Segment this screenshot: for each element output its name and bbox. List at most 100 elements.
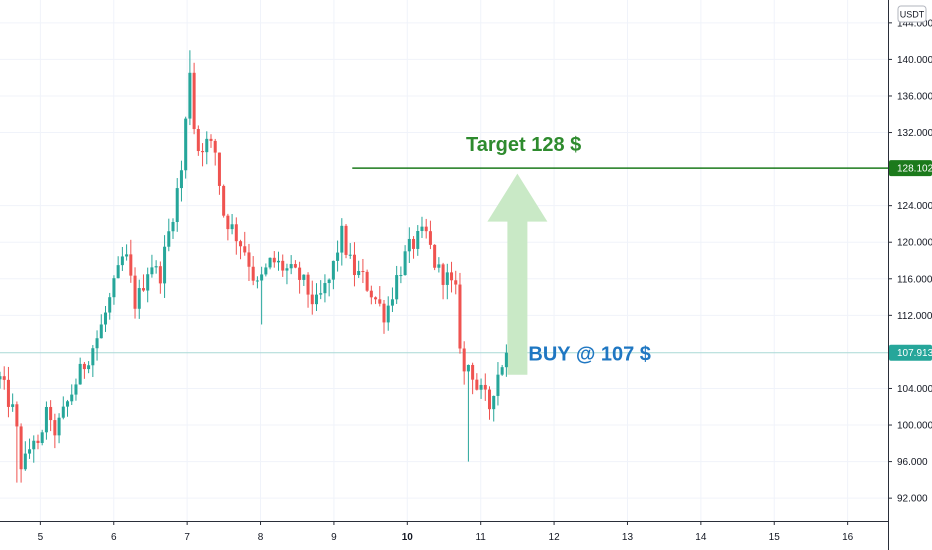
candle-body (268, 257, 272, 268)
candle-body (340, 225, 344, 253)
y-tick-label: 132.000 (897, 128, 932, 139)
candle-body (179, 170, 183, 189)
y-tick-label: 144.000 (897, 18, 932, 29)
y-tick-label: 140.000 (897, 55, 932, 66)
y-tick-label: 92.000 (897, 494, 928, 505)
candle-body (450, 272, 454, 281)
time-axis[interactable] (0, 521, 888, 550)
buy-annotation[interactable]: BUY @ 107 $ (528, 344, 651, 366)
y-tick-label: 112.000 (897, 311, 932, 322)
candle-body (154, 266, 158, 268)
x-tick-label: 14 (695, 532, 707, 543)
candle-body (137, 288, 141, 309)
candles (0, 50, 508, 483)
candle-body (272, 257, 276, 263)
candle-body (209, 138, 213, 141)
candle-body (125, 254, 129, 257)
candle-body (487, 389, 492, 410)
candle-body (217, 152, 221, 186)
x-tick-label: 16 (842, 532, 854, 543)
y-tick-label: 116.000 (897, 274, 932, 285)
currency-label: USDT (900, 10, 925, 20)
candle-body (95, 338, 99, 349)
y-tick-label: 124.000 (897, 201, 932, 212)
target-price-label-text: 128.102 (897, 164, 932, 175)
candle-body (108, 297, 112, 313)
target-annotation[interactable]: Target 128 $ (466, 134, 581, 156)
candle-body (141, 288, 145, 291)
candle-body (395, 275, 399, 300)
candle-body (479, 384, 483, 390)
buy-price-label-text: 107.913 (897, 348, 932, 359)
candle-body (298, 267, 302, 280)
candle-body (243, 246, 247, 253)
candle-body (281, 260, 285, 271)
candle-body (445, 272, 449, 285)
candle-body (57, 417, 61, 436)
candle-body (234, 224, 238, 242)
candle-body (420, 226, 424, 232)
candle-body (11, 404, 15, 407)
candle-body (116, 265, 120, 279)
candle-body (260, 274, 264, 281)
candle-body (361, 271, 365, 273)
candle-body (32, 440, 36, 450)
candle-body (188, 72, 192, 119)
candle-body (2, 376, 6, 380)
candle-body (327, 279, 331, 284)
currency-badge[interactable] (897, 5, 927, 23)
candle-body (36, 440, 40, 443)
x-tick-label: 12 (549, 532, 561, 543)
candle-body (196, 129, 200, 152)
candle-body (74, 384, 78, 395)
candle-body (175, 188, 179, 222)
arrow-layer (487, 173, 548, 375)
x-tick-label: 9 (331, 532, 337, 543)
candle-body (23, 453, 27, 470)
candle-body (310, 294, 314, 305)
x-tick-label: 7 (184, 532, 190, 543)
candle-body (66, 401, 70, 407)
candle-body (120, 256, 124, 266)
candle-body (289, 264, 293, 269)
candle-body (399, 275, 403, 277)
candle-body (374, 297, 378, 300)
target-arrow-icon[interactable] (487, 173, 548, 375)
candle-body (239, 241, 243, 247)
candle-body (458, 284, 462, 349)
candle-body (357, 271, 361, 276)
x-tick-label: 5 (38, 532, 44, 543)
candle-body (19, 426, 23, 470)
candle-body (496, 374, 500, 396)
y-tick-label: 120.000 (897, 238, 932, 249)
candle-body (251, 266, 255, 281)
x-tick-label: 8 (258, 532, 264, 543)
candle-body (433, 244, 437, 268)
candle-body (264, 267, 268, 275)
candle-body (382, 303, 386, 323)
candle-body (6, 379, 10, 407)
horizontal-lines (0, 167, 888, 354)
candle-body (28, 449, 32, 454)
candle-body (500, 367, 504, 375)
candle-body (462, 348, 466, 372)
price-axis[interactable] (888, 0, 932, 550)
candle-body (348, 254, 352, 256)
buy-price-label[interactable] (889, 344, 932, 361)
candle-body (352, 254, 356, 276)
candle-body (255, 280, 259, 282)
candle-body (428, 231, 432, 245)
candle-body (412, 238, 416, 249)
candle-body (112, 278, 116, 298)
candle-body (403, 251, 407, 276)
candle-body (49, 406, 53, 421)
y-tick-label: 96.000 (897, 457, 928, 468)
candle-body (424, 226, 428, 232)
candle-body (222, 185, 226, 216)
candle-body (226, 215, 230, 230)
target-price-label[interactable] (889, 160, 932, 177)
candle-body (171, 221, 175, 232)
annotations: Target 128 $ BUY @ 107 $ (466, 134, 651, 366)
